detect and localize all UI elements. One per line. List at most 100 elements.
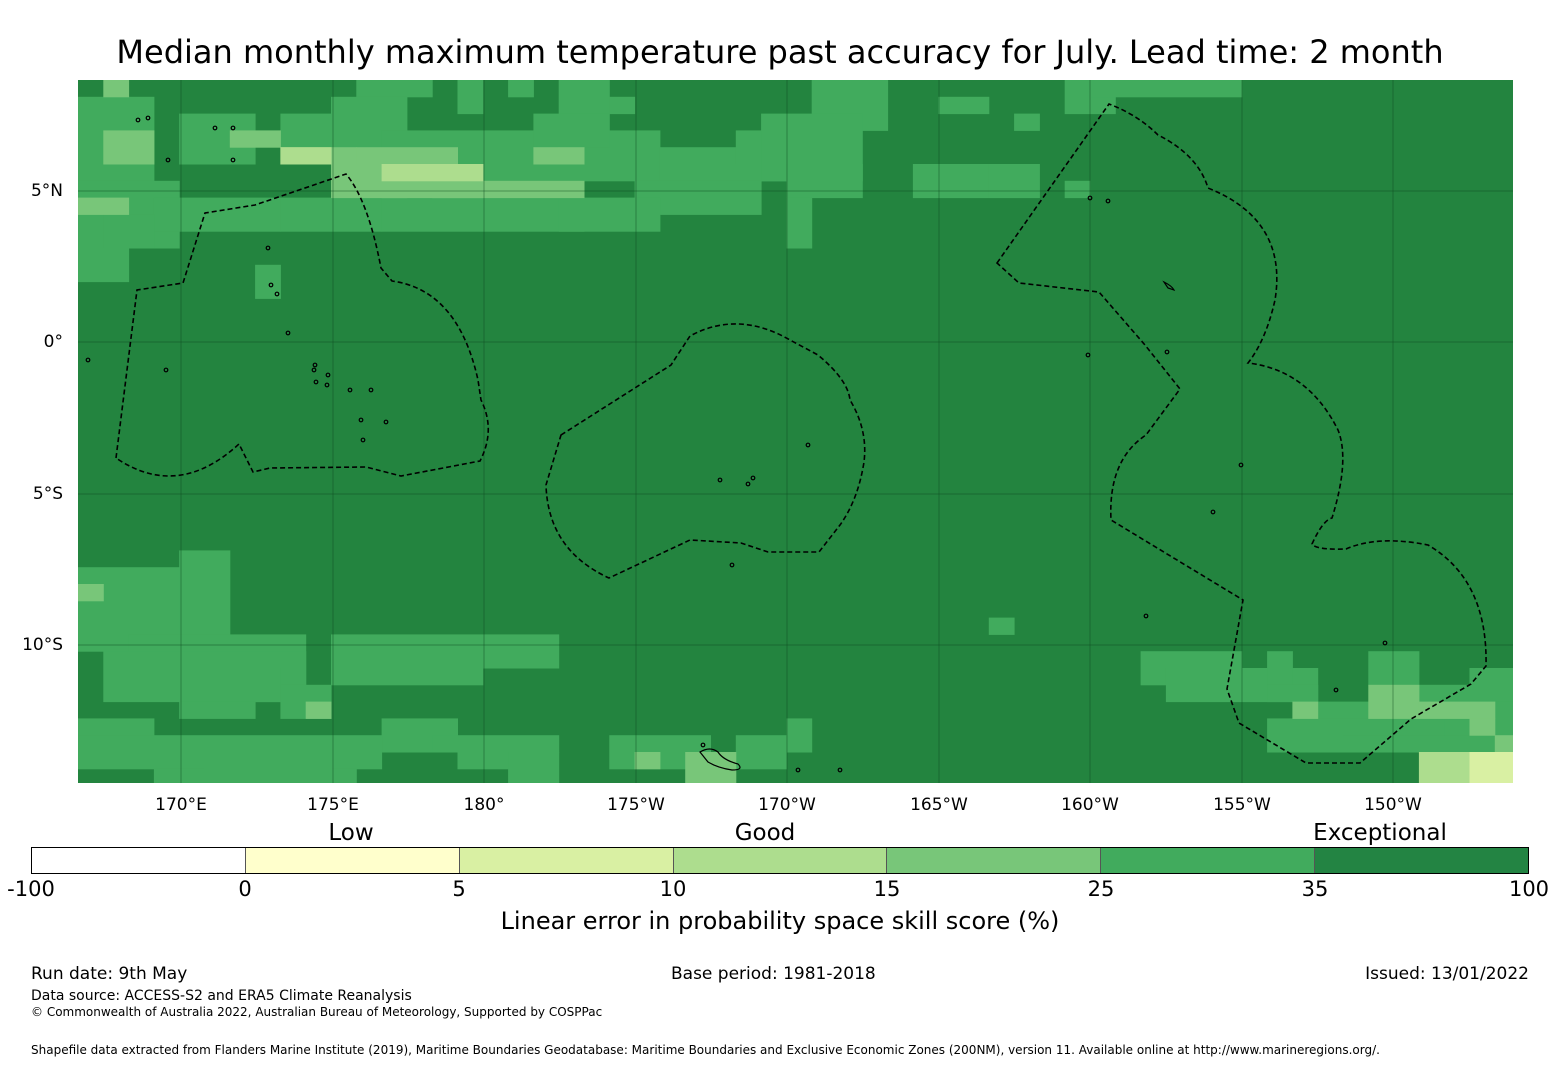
lat-label-5n: 5°N: [30, 181, 63, 201]
colorbar-tick: 10: [659, 877, 687, 901]
lon-label-180: 180°: [463, 795, 505, 815]
island: [795, 767, 801, 773]
skill-cell: [280, 197, 383, 232]
island: [745, 481, 751, 487]
skill-cell: [280, 147, 332, 165]
lat-label-0: 0°: [43, 332, 63, 352]
lon-label-170e: 170°E: [155, 795, 207, 815]
colorbar-tick: 100: [1508, 877, 1550, 901]
skill-cell: [331, 668, 484, 686]
island: [311, 367, 317, 373]
island: [360, 437, 366, 443]
island: [1085, 352, 1091, 358]
skill-cell: [78, 248, 130, 283]
legend-category-good: Good: [734, 820, 796, 846]
island: [212, 125, 218, 131]
skill-patches: [78, 80, 1513, 783]
island: [358, 417, 364, 423]
island: [325, 372, 331, 378]
skill-cell: [78, 718, 155, 736]
island: [717, 477, 723, 483]
colorbar-tick: -100: [7, 877, 55, 901]
skill-cell: [78, 197, 130, 215]
skill-cell: [331, 634, 560, 669]
graticule: [78, 80, 1513, 783]
skill-cell: [457, 80, 484, 115]
lon-label-160w: 160°W: [1061, 795, 1119, 815]
colorbar-tick: 35: [1301, 877, 1329, 901]
legend-category-low: Low: [328, 820, 374, 846]
skill-cell: [1267, 684, 1319, 703]
island: [135, 117, 141, 123]
island: [1105, 198, 1111, 204]
skill-cell: [533, 147, 560, 165]
island: [230, 157, 236, 163]
island: [383, 419, 389, 425]
island: [285, 330, 291, 336]
eez-phoenix-islands: [545, 323, 866, 579]
lon-label-170w: 170°W: [758, 795, 816, 815]
lat-label-10s: 10°S: [22, 635, 63, 655]
skill-cell: [938, 96, 990, 115]
skill-cell: [558, 197, 661, 232]
skill-cell: [558, 147, 585, 165]
island: [163, 367, 169, 373]
island: [230, 125, 236, 131]
skill-cell: [1469, 668, 1513, 703]
skill-cell: [457, 752, 509, 770]
skill-cell: [786, 164, 863, 199]
island: [700, 742, 706, 748]
skill-cell: [735, 735, 787, 770]
skill-cell: [1064, 180, 1091, 199]
skill-cell: [1368, 684, 1420, 719]
island: [347, 387, 353, 393]
island: [85, 357, 91, 363]
skill-cell: [1267, 651, 1293, 686]
island: [313, 379, 319, 385]
skill-cell: [508, 752, 560, 783]
skill-cell: [988, 164, 1040, 199]
skill-cell: [103, 214, 155, 249]
skill-cell: [305, 701, 332, 719]
island: [805, 442, 811, 448]
island: [750, 475, 756, 481]
colorbar-segment-6: [1101, 848, 1316, 873]
skill-cell: [381, 197, 585, 232]
skill-cell: [1014, 113, 1040, 131]
skill-score-map: [78, 80, 1513, 783]
skill-cell: [229, 130, 281, 148]
skill-cell: [609, 96, 636, 115]
lon-label-175e: 175°E: [307, 795, 359, 815]
island: [837, 767, 843, 773]
skill-cell: [356, 147, 458, 165]
skill-cell: [204, 752, 332, 783]
island: [165, 157, 171, 163]
colorbar-title: Linear error in probability space skill …: [500, 907, 1060, 935]
map-title: Median monthly maximum temperature past …: [116, 33, 1444, 71]
island: [145, 115, 151, 121]
colorbar-segment-1: [32, 848, 246, 873]
skill-cell: [786, 197, 813, 249]
skill-cell: [533, 113, 610, 148]
run-date: Run date: 9th May: [31, 964, 188, 984]
skill-cell: [1469, 718, 1496, 736]
eez-line-islands: [995, 103, 1487, 764]
colorbar-tick: 0: [238, 877, 252, 901]
island: [1210, 509, 1216, 515]
colorbar-tick: 5: [452, 877, 466, 901]
coastlines: [85, 115, 1388, 773]
skill-cell: [558, 80, 610, 115]
skill-cell: [356, 80, 433, 98]
colorbar-segment-3: [459, 848, 674, 873]
island: [368, 387, 374, 393]
skill-cell: [508, 80, 534, 98]
skill-cell: [1418, 701, 1496, 719]
skill-cell: [1343, 718, 1445, 736]
skill-cell: [912, 164, 990, 199]
colorbar-segment-2: [245, 848, 460, 873]
skill-cell: [1368, 651, 1420, 686]
island: [312, 362, 318, 368]
skill-cell: [988, 617, 1015, 635]
data-source: Data source: ACCESS-S2 and ERA5 Climate …: [31, 988, 412, 1004]
skill-cell: [1292, 701, 1319, 719]
